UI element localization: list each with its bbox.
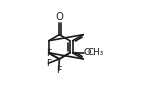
Text: O: O [55,12,63,22]
Text: F: F [46,59,51,68]
Text: CH₃: CH₃ [87,48,104,57]
Text: F: F [56,66,61,75]
Text: O: O [84,48,91,57]
Text: F: F [46,49,52,58]
